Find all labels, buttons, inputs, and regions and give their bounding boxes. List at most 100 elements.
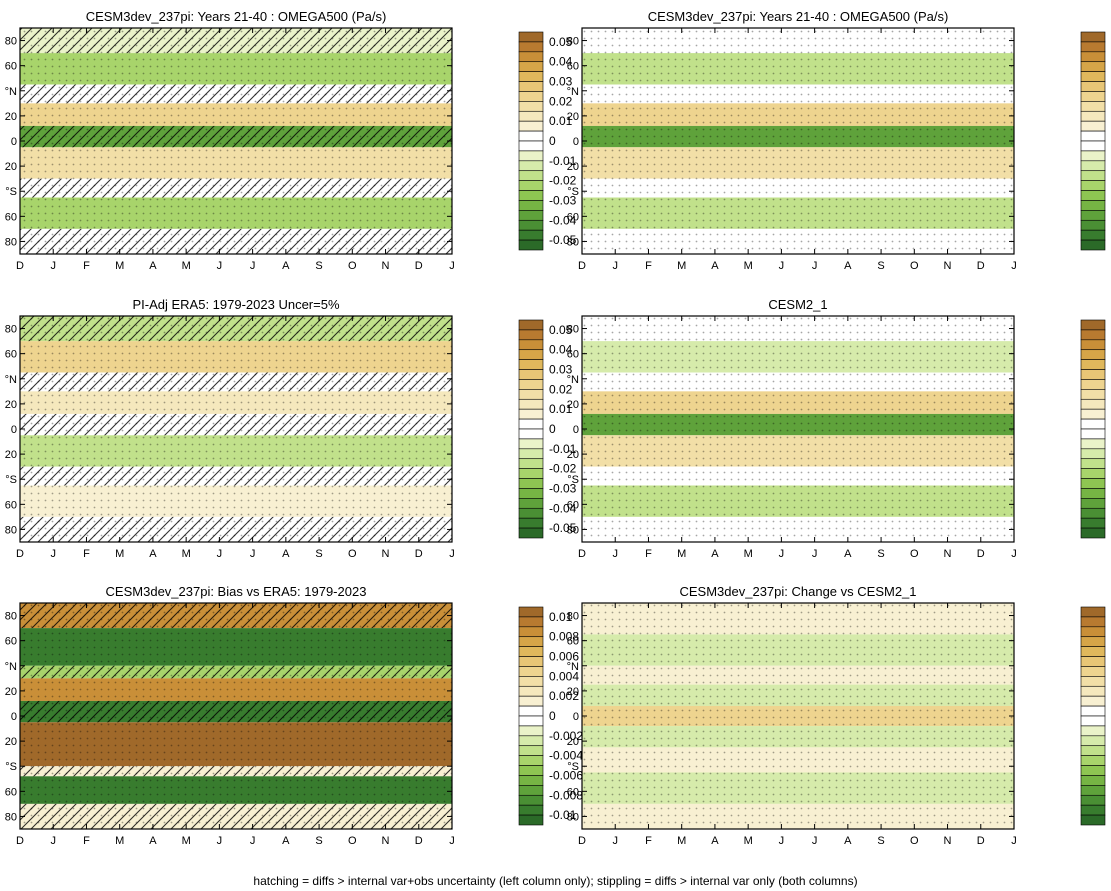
colorbar-label: 0.01 (549, 402, 573, 416)
x-tick-label: O (910, 548, 919, 560)
y-tick-label: 0 (573, 136, 579, 148)
colorbar-cell (518, 636, 544, 647)
x-tick-label: D (578, 260, 586, 272)
hatch-overlay (20, 413, 452, 436)
colorbar-label: -0.004 (549, 749, 583, 763)
colorbar-cell (1080, 636, 1106, 647)
colorbar-cell (1080, 239, 1106, 251)
y-tick-label: 0 (11, 424, 17, 436)
colorbar-cell (1080, 140, 1106, 152)
colorbar-cell (1080, 527, 1106, 539)
colorbar-cell (1080, 389, 1106, 400)
colorbar-cell (1080, 814, 1106, 826)
colorbar-cell (518, 61, 544, 72)
colorbar-label: 0.006 (549, 650, 579, 664)
x-tick-label: D (578, 835, 586, 847)
y-tick-label: 20 (567, 736, 579, 748)
colorbar-cell (518, 705, 544, 717)
colorbar-label: -0.02 (549, 462, 577, 476)
y-tick-label: 60 (567, 636, 579, 648)
colorbar-cell (518, 626, 544, 638)
colorbar-cell (518, 498, 544, 509)
colorbar-cell (1080, 695, 1106, 707)
colorbar-cell (1080, 150, 1106, 162)
hatch-overlay (20, 28, 452, 54)
y-tick-label: 60 (5, 61, 17, 73)
x-tick-label: J (779, 548, 785, 560)
y-tick-label: 60 (567, 349, 579, 361)
colorbar-cell (518, 725, 544, 737)
colorbar-cell (518, 666, 544, 677)
colorbar-cell (518, 735, 544, 747)
colorbar-cell (518, 339, 544, 351)
hatch-overlay (20, 700, 452, 723)
colorbar-cell (1080, 329, 1106, 341)
y-tick-label: °N (5, 374, 17, 386)
colorbar-cell (518, 379, 544, 390)
colorbar-cell (518, 616, 544, 628)
y-tick-label: 0 (573, 711, 579, 723)
y-tick-label: 0 (573, 424, 579, 436)
colorbar-label: 0.03 (549, 363, 573, 377)
y-tick-label: 60 (567, 499, 579, 511)
y-tick-label: 20 (5, 449, 17, 461)
x-tick-label: M (677, 548, 686, 560)
x-tick-label: M (677, 260, 686, 272)
colorbar-cell (518, 418, 544, 430)
hatch-overlay (20, 316, 452, 342)
y-tick-label: °N (5, 661, 17, 673)
figure-footnote: hatching = diffs > internal var+obs unce… (253, 874, 858, 888)
colorbar-label: -0.03 (549, 481, 577, 495)
colorbar-cell (518, 488, 544, 499)
x-tick-label: M (182, 260, 191, 272)
panel-2: CESM3dev_237pi: Years 21-40 : OMEGA500 (… (567, 9, 1017, 272)
colorbar-cell (518, 180, 544, 191)
colorbar-cell (518, 200, 544, 211)
colorbar-cell (518, 695, 544, 707)
y-tick-label: 20 (567, 449, 579, 461)
colorbar-label: 0.004 (549, 669, 579, 683)
y-tick-label: 20 (5, 736, 17, 748)
x-tick-label: F (83, 260, 90, 272)
x-tick-label: M (182, 835, 191, 847)
colorbar-cell (1080, 71, 1106, 82)
colorbar-label: -0.002 (549, 729, 583, 743)
colorbar-cell (518, 239, 544, 251)
y-tick-label: °S (5, 474, 17, 486)
colorbar-cell (518, 507, 544, 519)
hatch-overlay (20, 466, 452, 486)
x-tick-label: D (415, 835, 423, 847)
colorbar-cell (518, 389, 544, 400)
colorbar-cell (1080, 160, 1106, 172)
colorbar-label: -0.01 (549, 442, 577, 456)
panel-6: CESM3dev_237pi: Change vs CESM2_1 D J F M A M J… (567, 584, 1017, 847)
y-tick-label: °S (5, 186, 17, 198)
colorbar-cell (1080, 448, 1106, 460)
x-tick-label: M (115, 260, 124, 272)
colorbar-label: -0.04 (549, 501, 577, 515)
y-tick-label: 20 (567, 111, 579, 123)
colorbar-cell (1080, 745, 1106, 756)
x-tick-label: J (612, 548, 618, 560)
x-tick-label: F (645, 548, 652, 560)
x-tick-label: J (1011, 835, 1017, 847)
x-tick-label: J (812, 835, 818, 847)
y-tick-label: 80 (5, 811, 17, 823)
colorbar-cell (1080, 775, 1106, 786)
colorbar-cell (1080, 369, 1106, 380)
colorbar-cell (1080, 666, 1106, 677)
x-tick-label: D (977, 835, 985, 847)
x-tick-label: J (612, 835, 618, 847)
colorbar-cell (518, 458, 544, 469)
y-tick-label: 60 (5, 499, 17, 511)
x-tick-label: A (844, 548, 852, 560)
x-tick-label: A (282, 548, 290, 560)
x-tick-label: J (1011, 548, 1017, 560)
stipple-overlay (582, 316, 1014, 542)
x-tick-label: D (16, 260, 24, 272)
colorbar-cell (1080, 765, 1106, 776)
colorbar-cell (1080, 468, 1106, 479)
hatch-overlay (20, 766, 452, 777)
y-tick-label: 20 (567, 686, 579, 698)
